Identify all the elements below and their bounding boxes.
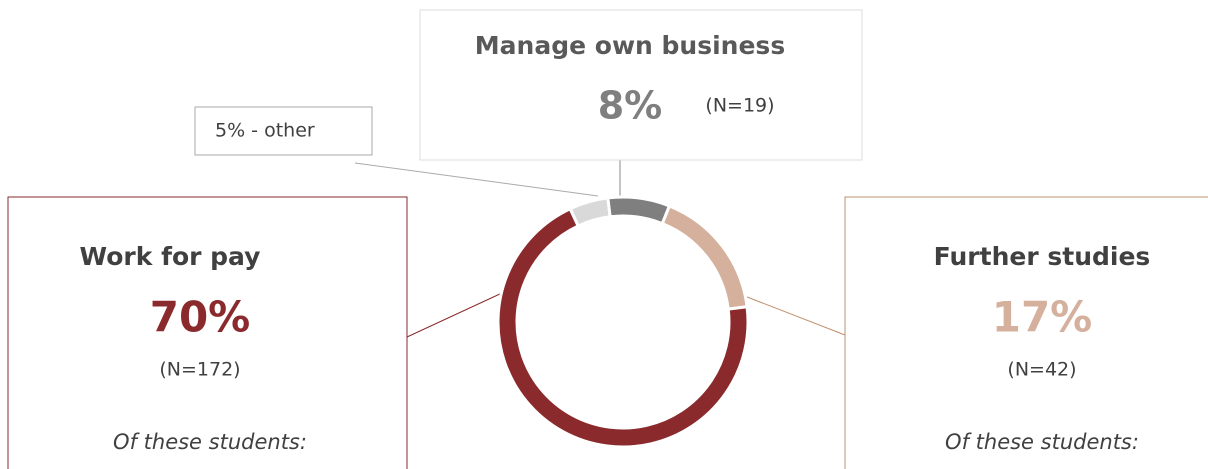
value-label: 8%: [598, 84, 663, 128]
note: Of these students:: [113, 430, 307, 454]
callout-box: [194, 106, 373, 156]
category-label: Work for pay: [80, 242, 261, 271]
count-label: (N=42): [1007, 359, 1076, 381]
value-label: 70%: [150, 293, 251, 342]
leader-line: [354, 162, 599, 197]
pie-segment: [606, 195, 672, 226]
callout-box: [7, 196, 408, 469]
count-label: (N=172): [159, 359, 240, 381]
pie-segment: [568, 196, 612, 228]
value-label: 5% - other: [215, 120, 315, 142]
leader-line: [406, 292, 503, 338]
value-label: 17%: [992, 293, 1093, 342]
count-label: (N=19): [705, 95, 774, 117]
leader-line: [741, 294, 846, 336]
callout-box: [419, 9, 863, 161]
category-label: Further studies: [934, 242, 1151, 271]
pie-segment: [660, 203, 749, 311]
note: Of these students:: [945, 430, 1139, 454]
callout-box: [844, 196, 1208, 469]
category-label: Manage own business: [475, 31, 785, 60]
pie-segment: [496, 206, 750, 449]
